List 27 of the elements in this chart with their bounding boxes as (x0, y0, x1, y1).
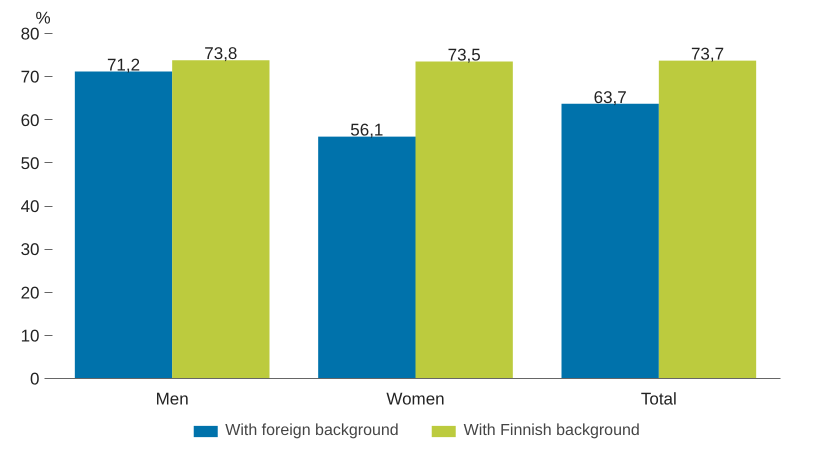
y-tick-label: 80 (20, 24, 40, 44)
bar (658, 60, 756, 378)
x-tick-label: Men (156, 390, 189, 408)
y-tick-label: 10 (20, 326, 40, 346)
data-label: 63,7 (594, 88, 627, 107)
x-tick-label: Women (386, 390, 445, 408)
data-label: 73,8 (204, 44, 238, 64)
data-label: 73,7 (690, 44, 724, 64)
y-tick-label: 60 (20, 110, 40, 130)
y-tick-label: 20 (20, 283, 40, 302)
bar (74, 71, 172, 378)
y-tick-label: 40 (20, 197, 40, 216)
data-label: 56,1 (350, 120, 384, 140)
legend-label: With Finnish background (464, 422, 640, 440)
y-tick-label: 0 (30, 370, 40, 388)
y-tick-label: 50 (20, 154, 40, 173)
y-tick-label: 30 (20, 240, 40, 260)
bar (172, 60, 270, 378)
y-tick-label: 70 (20, 68, 40, 87)
bar (562, 104, 659, 378)
x-tick-label: Total (640, 390, 677, 408)
y-axis-title: % (36, 8, 51, 28)
data-label: 73,5 (448, 46, 481, 65)
data-label: 71,2 (106, 55, 140, 74)
bar (318, 136, 416, 378)
legend-label: With foreign background (225, 422, 399, 440)
bar (416, 62, 513, 378)
